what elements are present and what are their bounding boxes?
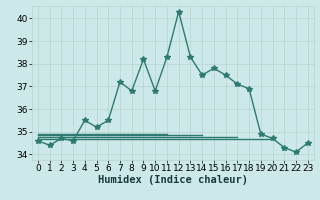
- X-axis label: Humidex (Indice chaleur): Humidex (Indice chaleur): [98, 175, 248, 185]
